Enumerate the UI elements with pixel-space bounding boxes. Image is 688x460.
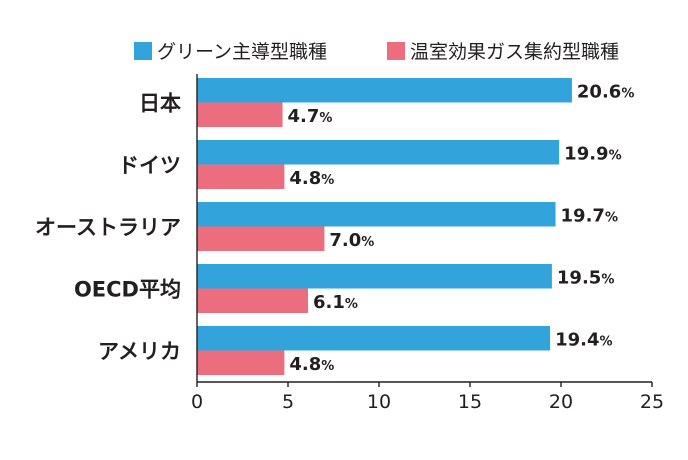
value-label-ghg-5: 4.8% — [289, 354, 334, 375]
x-tick-label-4: 15 — [458, 391, 482, 413]
value-label-ghg-4: 6.1% — [313, 292, 358, 313]
x-tick-label-6: 25 — [640, 391, 664, 413]
value-label-green-5: 19.4% — [555, 329, 612, 350]
bar-ghg-2 — [197, 164, 285, 189]
x-tick-label-1: 0 — [191, 391, 203, 413]
bar-ghg-4 — [197, 288, 309, 313]
x-tick-label-2: 5 — [282, 391, 294, 413]
value-label-ghg-1: 4.7% — [288, 106, 333, 127]
legend-label-1: グリーン主導型職種 — [157, 41, 327, 63]
bar-green-4 — [197, 264, 552, 289]
bar-green-1 — [197, 78, 572, 103]
bars-area: 20.6% 4.7% 19.9% 4.8% 19.7% 7.0% 19.5% 6.1% 19.4… — [197, 78, 634, 375]
bar-ghg-5 — [197, 350, 285, 375]
bar-green-3 — [197, 202, 556, 227]
value-label-ghg-2: 4.8% — [289, 168, 334, 189]
value-label-ghg-3: 7.0% — [329, 230, 374, 251]
bar-green-5 — [197, 326, 551, 351]
category-label-1: 日本 — [139, 92, 181, 116]
bar-green-2 — [197, 140, 560, 165]
x-axis: 0 5 10 15 20 25 — [191, 74, 664, 413]
x-tick-label-3: 10 — [367, 391, 391, 413]
legend: グリーン主導型職種 温室効果ガス集約型職種 — [134, 41, 619, 63]
legend-label-2: 温室効果ガス集約型職種 — [410, 41, 619, 63]
category-label-4: OECD平均 — [74, 278, 181, 302]
bar-ghg-3 — [197, 226, 325, 251]
value-label-green-3: 19.7% — [561, 205, 618, 226]
value-label-green-1: 20.6% — [577, 81, 634, 102]
x-tick-label-5: 20 — [549, 391, 573, 413]
category-label-5: アメリカ — [98, 340, 181, 364]
legend-swatch-2 — [387, 42, 405, 60]
value-label-green-2: 19.9% — [564, 143, 621, 164]
value-label-green-4: 19.5% — [557, 267, 614, 288]
legend-swatch-1 — [134, 42, 152, 60]
bar-ghg-1 — [197, 102, 283, 127]
category-label-2: ドイツ — [118, 154, 181, 178]
category-label-3: オーストラリア — [35, 216, 181, 240]
